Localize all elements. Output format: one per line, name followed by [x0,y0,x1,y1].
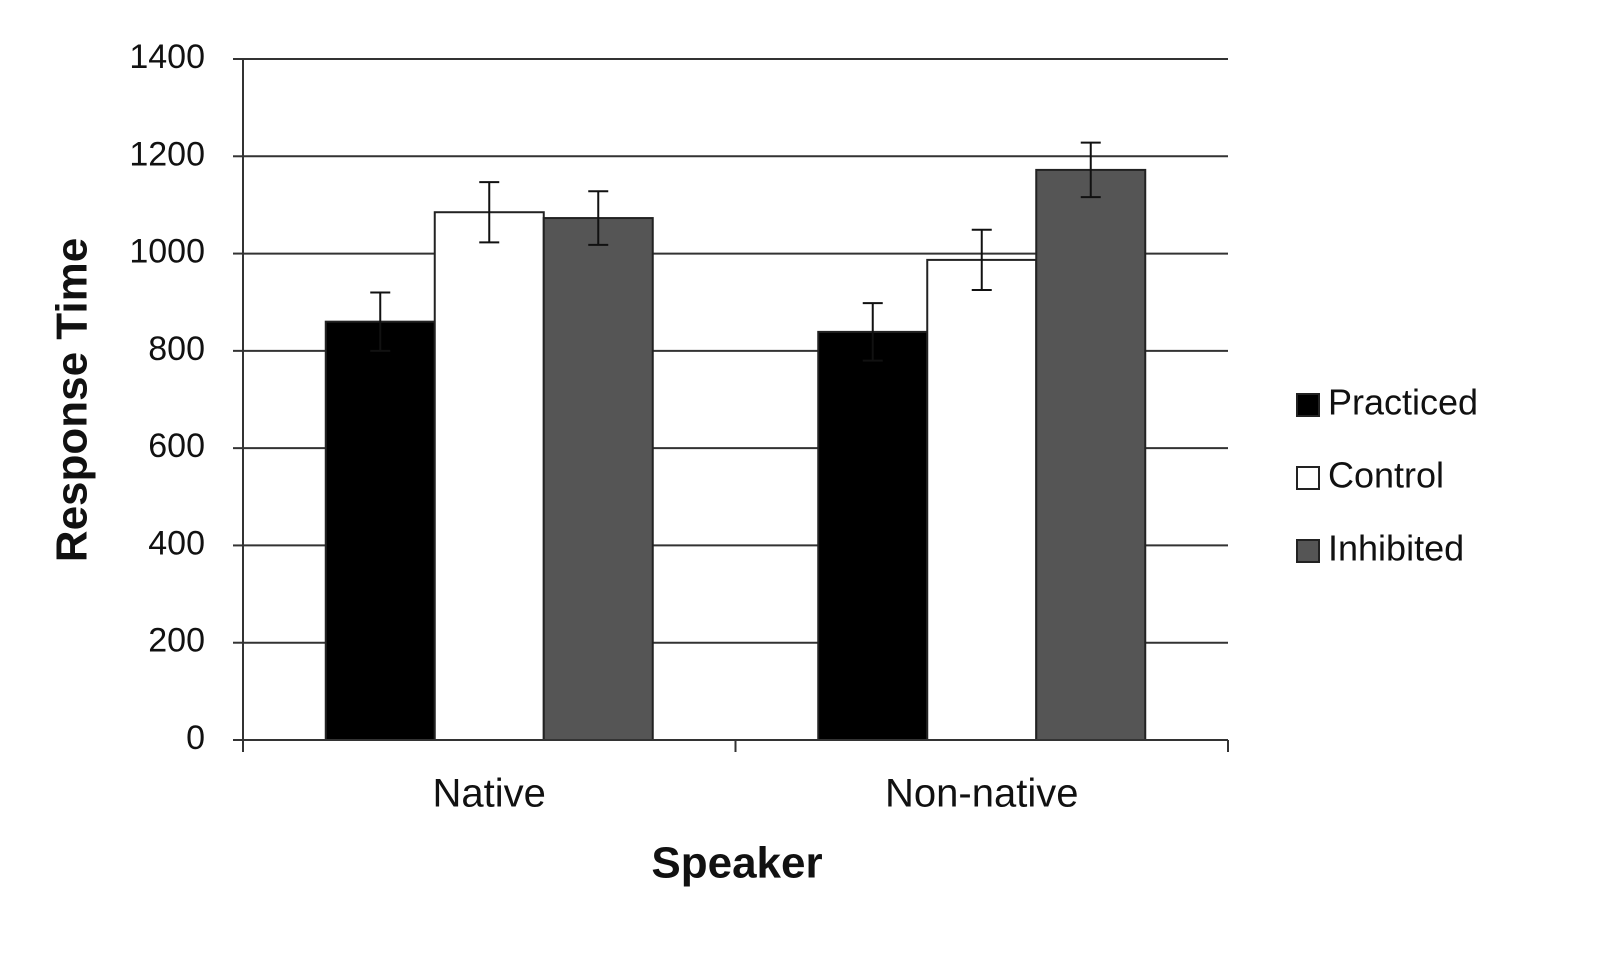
error-bar [971,228,992,292]
y-tick-label: 0 [186,719,205,757]
y-tick-label: 400 [148,524,205,562]
y-tick-label: 800 [148,330,205,368]
bar [324,320,436,741]
bar [1035,168,1147,742]
legend-swatch [1296,393,1320,417]
bar [926,258,1038,741]
y-tick-label: 1000 [129,233,205,271]
legend-swatch [1296,539,1320,563]
error-bar [479,181,500,244]
x-tick-label: Non-native [885,772,1078,816]
legend-swatch [1296,466,1320,490]
bar [433,211,545,742]
y-axis-title: Response Time [48,238,97,562]
error-bar [1080,141,1101,199]
y-tick-label: 1200 [129,135,205,173]
y-tick-label: 600 [148,427,205,465]
error-bar [862,302,883,362]
bar [817,330,929,741]
legend-label: Control [1328,455,1444,496]
y-tick-label: 1400 [129,38,205,76]
x-tick-label: Native [433,772,546,816]
y-tick-label: 200 [148,622,205,660]
x-axis-title: Speaker [651,839,822,888]
error-bar [370,291,391,352]
error-bar [588,190,609,246]
legend-label: Inhibited [1328,528,1464,569]
legend-label: Practiced [1328,382,1478,423]
bar [542,217,654,742]
